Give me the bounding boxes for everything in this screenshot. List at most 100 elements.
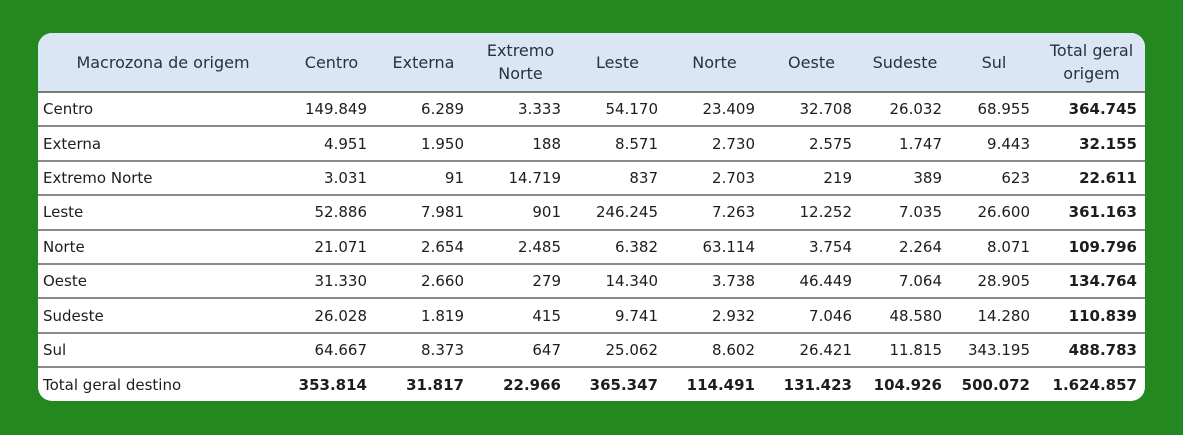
table-row: Sudeste 26.028 1.819 415 9.741 2.932 7.046 48.5… [38,298,1145,332]
table-cell: 4.951 [324,134,367,153]
row-total-cell: 22.611 [1079,168,1137,187]
table-row: Norte 21.071 2.654 2.485 6.382 63.114 3.754 2.2… [38,229,1145,264]
column-header: Externa [392,52,455,72]
table-cell: 2.485 [518,237,561,256]
table-cell: 25.062 [605,340,659,359]
table-cell: 500.072 [961,375,1030,394]
table-cell: 26.028 [314,306,368,325]
table-row: Centro 149.849 6.289 3.333 54.170 23.409 32.70… [38,92,1145,126]
table-cell: 14.719 [508,168,562,187]
row-label: Externa [43,134,102,153]
row-total-cell: 1.624.857 [1052,375,1137,394]
table-cell: 1.819 [421,306,464,325]
table-cell: 246.245 [595,203,658,222]
table-cell: 31.330 [314,272,368,291]
table-cell: 219 [823,168,852,187]
column-header: Sudeste [872,52,938,72]
table-cell: 131.423 [783,375,852,394]
table-cell: 365.347 [589,375,658,394]
row-total-cell: 488.783 [1068,340,1137,359]
table-cell: 7.263 [712,203,755,222]
table-cell: 21.071 [314,237,368,256]
table-cell: 2.660 [421,272,464,291]
row-label: Norte [43,237,85,256]
table-cell: 8.571 [615,134,658,153]
row-total-cell: 361.163 [1068,203,1137,222]
table-cell: 31.817 [406,375,464,394]
table-cell: 901 [532,203,561,222]
table-cell: 46.449 [799,272,853,291]
table-cell: 7.981 [421,203,464,222]
table-cell: 2.264 [899,237,942,256]
row-total-cell: 364.745 [1068,100,1137,119]
table-cell: 8.071 [987,237,1030,256]
table-row: Leste 52.886 7.981 901 246.245 7.263 12.252 7.0… [38,195,1145,229]
table-cell: 26.421 [799,340,853,359]
table-row: Sul 64.667 8.373 647 25.062 8.602 26.421 11.815… [38,332,1145,367]
table-cell: 48.580 [889,306,943,325]
table-cell: 2.654 [421,237,464,256]
table-cell: 11.815 [889,340,943,359]
row-total-cell: 134.764 [1068,272,1137,291]
row-total-cell: 32.155 [1079,134,1137,153]
table-cell: 3.738 [712,272,755,291]
table-cell: 52.886 [314,203,368,222]
table-cell: 149.849 [304,100,367,119]
table-cell: 188 [532,134,561,153]
table-cell: 23.409 [702,100,756,119]
column-header: Sul [981,52,1007,72]
total-row: Total geral destino 353.814 31.817 22.966 36… [38,367,1145,401]
table-cell: 8.602 [712,340,755,359]
header-row: Macrozona de origem Centro Externa Extremo … [38,33,1145,92]
table-cell: 2.575 [809,134,852,153]
table-cell: 2.730 [712,134,755,153]
table-cell: 1.747 [899,134,942,153]
table-cell: 54.170 [605,100,659,119]
od-matrix-table: Macrozona de origem Centro Externa Extremo … [38,33,1145,401]
column-header: Oeste [788,52,835,72]
table-cell: 7.064 [899,272,942,291]
table-cell: 22.966 [503,375,561,394]
table-cell: 647 [532,340,561,359]
table-cell: 114.491 [686,375,755,394]
column-header: Centro [304,52,359,72]
row-label: Extremo Norte [43,168,153,187]
table-row: Extremo Norte 3.031 91 14.719 837 2.703 219 389… [38,160,1145,195]
table-cell: 343.195 [967,340,1030,359]
table-cell: 64.667 [314,340,368,359]
row-label: Centro [43,100,94,119]
table-cell: 389 [913,168,942,187]
row-total-cell: 110.839 [1068,306,1137,325]
table-header: Macrozona de origem Centro Externa Extremo … [38,33,1145,92]
column-header: Norte [692,52,737,72]
od-matrix-card: Macrozona de origem Centro Externa Extremo … [38,33,1145,401]
table-cell: 8.373 [421,340,464,359]
table-row: Oeste 31.330 2.660 279 14.340 3.738 46.449 7.06… [38,263,1145,298]
table-cell: 26.032 [889,100,943,119]
table-cell: 9.741 [615,306,658,325]
table-cell: 353.814 [298,375,367,394]
table-cell: 3.031 [324,168,367,187]
table-cell: 63.114 [702,237,756,256]
table-cell: 14.340 [605,272,659,291]
row-label: Leste [43,203,84,222]
table-cell: 279 [532,272,561,291]
table-cell: 415 [532,306,561,325]
table-cell: 28.905 [977,272,1031,291]
table-cell: 104.926 [873,375,942,394]
table-cell: 2.703 [712,168,755,187]
table-cell: 6.289 [421,100,464,119]
table-cell: 14.280 [977,306,1031,325]
row-label: Total geral destino [43,375,182,394]
table-cell: 3.754 [809,237,852,256]
table-cell: 7.046 [809,306,852,325]
row-label: Oeste [43,272,87,291]
table-cell: 68.955 [977,100,1031,119]
table-cell: 9.443 [987,134,1030,153]
row-label: Sul [43,340,67,359]
table-row: Externa 4.951 1.950 188 8.571 2.730 2.575 1.747… [38,126,1145,160]
table-cell: 837 [629,168,658,187]
column-header: Extremo Norte [486,41,555,83]
column-header: Leste [596,52,639,72]
table-cell: 2.932 [712,306,755,325]
